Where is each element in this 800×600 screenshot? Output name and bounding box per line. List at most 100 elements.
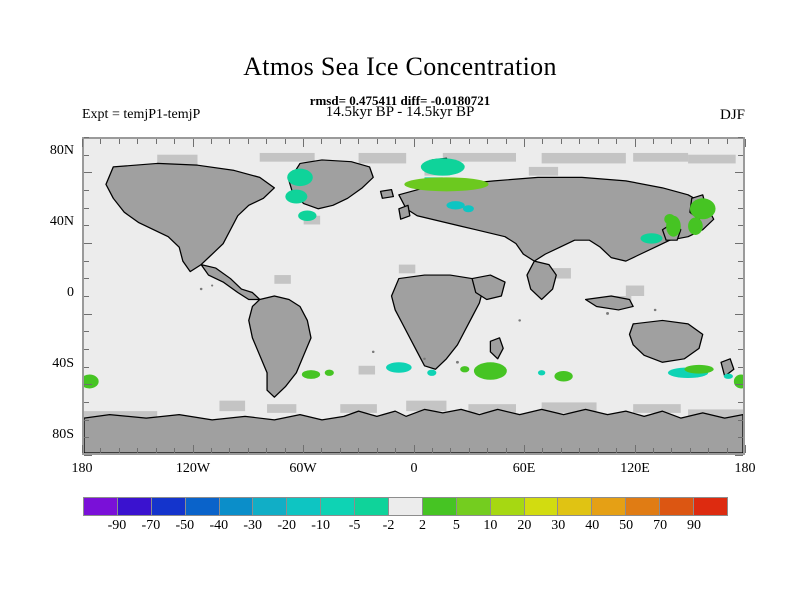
colorbar-cell-4[interactable] <box>219 498 254 515</box>
axis-tick <box>738 190 743 191</box>
axis-tick <box>284 139 286 144</box>
axis-tick <box>542 448 544 453</box>
axis-tick <box>84 207 89 209</box>
colorbar-cell-0[interactable] <box>84 498 118 515</box>
axis-tick <box>735 384 743 386</box>
colorbar-tick--20: -20 <box>277 518 296 533</box>
axis-tick <box>431 448 433 453</box>
axis-tick <box>671 139 673 144</box>
colorbar-cell-8[interactable] <box>355 498 390 515</box>
axis-tick <box>738 207 743 209</box>
statistics-label: rmsd= 0.475411 diff= -0.0180721 <box>309 93 491 108</box>
colorbar-cell-2[interactable] <box>151 498 186 515</box>
period-label: 14.5kyr BP - 14.5kyr BP <box>325 104 475 120</box>
colorbar-cell-7[interactable] <box>321 498 356 515</box>
colorbar-tick-labels: -90 -70 -50 -40 -30 -20 -10 -5 -2 2 5 10 20 30 40 50 70 9… <box>83 518 728 538</box>
page-title: Atmos Sea Ice Concentration <box>243 52 557 81</box>
axis-tick <box>229 448 231 453</box>
axis-tick <box>468 448 470 453</box>
colorbar-tick-10: 10 <box>483 518 498 533</box>
colorbar[interactable] <box>83 497 728 516</box>
axis-tick <box>155 139 157 144</box>
colorbar-tick--90: -90 <box>107 518 127 533</box>
xtick-label-60w: 60W <box>289 461 317 476</box>
axis-tick <box>738 349 743 350</box>
axis-tick <box>100 139 102 144</box>
axis-tick <box>738 437 743 439</box>
axis-tick <box>84 419 89 421</box>
colorbar-cell-18[interactable] <box>694 498 727 515</box>
colorbar-tick-2: 2 <box>418 518 426 533</box>
axis-tick <box>376 448 378 453</box>
axis-tick <box>560 448 562 453</box>
colorbar-tick--2: -2 <box>382 518 395 533</box>
axis-tick <box>738 296 743 297</box>
colorbar-cell-17[interactable] <box>660 498 695 515</box>
colorbar-cell-16[interactable] <box>626 498 661 515</box>
colorbar-cell-5[interactable] <box>253 498 288 515</box>
xtick-label-180e: 180 <box>734 461 756 476</box>
axis-tick <box>84 313 92 315</box>
axis-tick <box>450 139 452 144</box>
axis-tick <box>616 139 618 144</box>
axis-tick <box>229 139 231 144</box>
axis-tick <box>597 139 599 144</box>
axis-tick <box>84 402 89 403</box>
axis-tick <box>735 455 743 456</box>
axis-tick <box>487 448 489 453</box>
colorbar-tick--40: -40 <box>209 518 229 533</box>
axis-tick <box>210 139 212 144</box>
axis-tick <box>84 243 92 244</box>
axis-tick <box>137 139 139 144</box>
xtick-label-120w: 120W <box>175 461 211 476</box>
ytick-label-40n: 40N <box>49 214 74 229</box>
colorbar-tick--30: -30 <box>243 518 263 533</box>
axis-tick <box>321 448 323 453</box>
colorbar-cell-6[interactable] <box>287 498 322 515</box>
colorbar-cell-14[interactable] <box>558 498 593 515</box>
ytick-label-80s: 80S <box>52 427 74 442</box>
axis-tick <box>84 137 89 138</box>
colorbar-tick-40: 40 <box>585 518 600 533</box>
axis-tick <box>726 448 728 453</box>
colorbar-cell-15[interactable] <box>592 498 627 515</box>
axis-tick <box>616 448 618 453</box>
axis-tick <box>84 384 92 386</box>
colorbar-cell-9[interactable] <box>389 498 423 515</box>
axis-tick <box>84 455 92 456</box>
colorbar-cell-13[interactable] <box>524 498 559 515</box>
axis-tick <box>487 139 489 144</box>
island-dots <box>199 284 657 364</box>
colorbar-cell-11[interactable] <box>456 498 491 515</box>
experiment-label: Expt = temjP1-temjP <box>82 107 201 122</box>
axis-tick <box>524 445 525 453</box>
axis-tick <box>100 448 102 453</box>
colorbar-cell-10[interactable] <box>422 498 457 515</box>
colorbar-tick-20: 20 <box>517 518 532 533</box>
colorbar-tick--70: -70 <box>141 518 161 533</box>
season-label: DJF <box>719 107 745 123</box>
colorbar-tick--5: -5 <box>348 518 361 533</box>
axis-tick <box>735 172 743 174</box>
axis-tick <box>560 139 562 144</box>
axis-tick <box>174 448 176 453</box>
map-plot-area[interactable] <box>82 137 745 455</box>
colorbar-tick-50: 50 <box>619 518 634 533</box>
axis-tick <box>358 448 360 453</box>
axis-tick <box>524 139 525 147</box>
colorbar-cell-3[interactable] <box>185 498 220 515</box>
axis-tick <box>284 448 286 453</box>
axis-tick <box>247 139 249 144</box>
axis-tick <box>266 139 268 144</box>
axis-tick <box>84 172 92 174</box>
axis-tick <box>738 137 743 138</box>
axis-tick <box>303 445 304 453</box>
axis-tick <box>431 139 433 144</box>
axis-tick <box>84 278 89 280</box>
axis-tick <box>738 154 743 156</box>
axis-tick <box>505 448 507 453</box>
colorbar-tick-90: 90 <box>687 518 702 533</box>
axis-tick <box>505 139 507 144</box>
colorbar-cell-1[interactable] <box>117 498 152 515</box>
colorbar-cell-12[interactable] <box>490 498 525 515</box>
